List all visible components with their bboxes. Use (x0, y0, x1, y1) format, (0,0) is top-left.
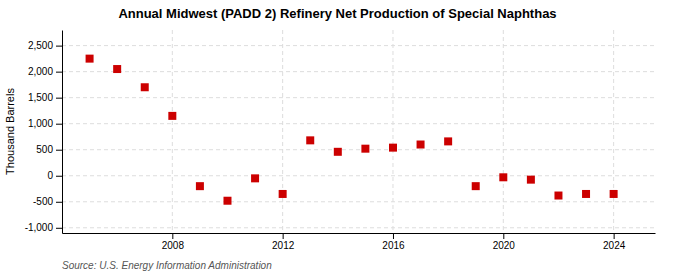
plot: 2008 2012 2016 2020 2024 -1,000 -500 0 500 1,000 1… (25, 30, 656, 251)
tick-mark (503, 233, 504, 239)
axis-line (63, 233, 656, 234)
y-axis-label: Thousand Barrels (4, 88, 16, 175)
tick-label: 2008 (162, 240, 185, 251)
tick-label: 2024 (603, 240, 626, 251)
tick-mark (393, 233, 394, 239)
tick: 0 (47, 170, 62, 181)
tick-label: -500 (33, 196, 53, 207)
tick: -1,000 (25, 222, 62, 233)
tick-mark (172, 233, 173, 239)
point (527, 176, 535, 184)
tick-label: 1,000 (28, 118, 53, 129)
grid-line (503, 30, 504, 233)
grid-line (62, 175, 655, 176)
annotation: Source: U.S. Energy Information Administ… (62, 260, 272, 271)
axis-line (62, 31, 63, 234)
tick: 2,000 (28, 66, 62, 77)
grid-line (62, 201, 655, 202)
point (472, 182, 480, 190)
tick-label: 500 (36, 144, 53, 155)
tick-mark (614, 233, 615, 239)
tick-label: 2,000 (28, 66, 53, 77)
grid-line (392, 30, 393, 233)
tick: 1,000 (28, 118, 62, 129)
grid-line (62, 71, 655, 72)
grid-line (62, 45, 655, 46)
tick: -500 (33, 196, 62, 207)
tick-mark (56, 202, 62, 203)
point (554, 192, 562, 200)
points (86, 55, 618, 205)
grid-line (613, 30, 614, 233)
grid-line (62, 123, 655, 124)
point (113, 65, 121, 73)
tick-label: 1,500 (28, 92, 53, 103)
tick-label: 2,500 (28, 40, 53, 51)
grid-line (62, 149, 655, 150)
tick-mark (56, 72, 62, 73)
x-axis: 2008 2012 2016 2020 2024 (63, 233, 656, 251)
title: Annual Midwest (PADD 2) Refinery Net Pro… (118, 6, 556, 21)
tick: 2,500 (28, 40, 62, 51)
tick: 2012 (272, 233, 295, 251)
point (389, 144, 397, 152)
point (306, 136, 314, 144)
point (417, 141, 425, 149)
point (334, 148, 342, 156)
point (196, 182, 204, 190)
point (610, 190, 618, 198)
tick-label: 2016 (382, 240, 405, 251)
point (223, 197, 231, 205)
tick-mark (56, 98, 62, 99)
grid (62, 30, 655, 233)
grid-line (172, 30, 173, 233)
tick: 1,500 (28, 92, 62, 103)
tick-mark (56, 46, 62, 47)
tick-label: -1,000 (25, 222, 54, 233)
point (279, 190, 287, 198)
tick-mark (283, 233, 284, 239)
grid-line (282, 30, 283, 233)
tick-mark (56, 176, 62, 177)
chart: 2008 2012 2016 2020 2024 -1,000 -500 0 500 1,000 1… (0, 0, 675, 275)
tick-mark (56, 124, 62, 125)
tick: 500 (36, 144, 62, 155)
tick: 2008 (162, 233, 185, 251)
point (444, 137, 452, 145)
point (168, 112, 176, 120)
point (141, 83, 149, 91)
point (251, 174, 259, 182)
tick: 2020 (493, 233, 516, 251)
tick-label: 2012 (272, 240, 295, 251)
tick: 2024 (603, 233, 626, 251)
point (86, 55, 94, 63)
y-axis: -1,000 -500 0 500 1,000 1,500 2,000 2,500 (25, 31, 63, 234)
point (361, 145, 369, 153)
point (582, 190, 590, 198)
tick-label: 2020 (493, 240, 516, 251)
tick: 2016 (382, 233, 405, 251)
tick-label: 0 (47, 170, 53, 181)
grid-line (62, 97, 655, 98)
tick-mark (56, 228, 62, 229)
grid-line (62, 227, 655, 228)
tick-mark (56, 150, 62, 151)
point (499, 173, 507, 181)
